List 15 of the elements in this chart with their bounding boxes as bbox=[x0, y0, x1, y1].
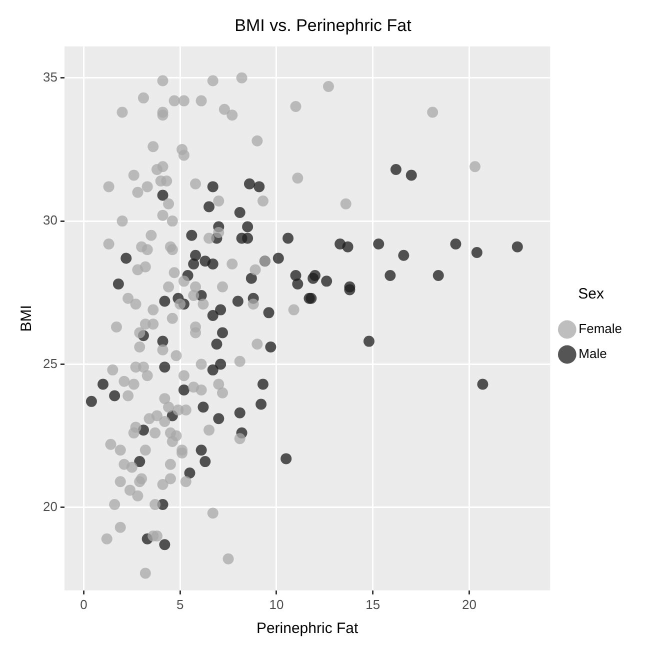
legend-label: Female bbox=[578, 321, 622, 336]
x-tick-label: 20 bbox=[462, 596, 476, 612]
x-tick-label: 5 bbox=[176, 596, 184, 612]
legend-label: Male bbox=[578, 346, 607, 362]
y-tick-label: 35 bbox=[42, 69, 58, 84]
x-tick-label: 15 bbox=[366, 596, 380, 612]
y-tick-label: 25 bbox=[42, 356, 58, 371]
y-tick-label: 30 bbox=[42, 212, 58, 228]
y-tick-label: 20 bbox=[42, 498, 58, 514]
x-tick-label: 10 bbox=[269, 596, 284, 612]
chart-title: BMI vs. Perinephric Fat bbox=[234, 16, 412, 35]
x-tick-label: 0 bbox=[80, 596, 88, 612]
x-axis-title: Perinephric Fat bbox=[256, 620, 359, 638]
y-axis-title: BMI bbox=[18, 305, 36, 332]
legend-title: Sex bbox=[578, 286, 604, 303]
